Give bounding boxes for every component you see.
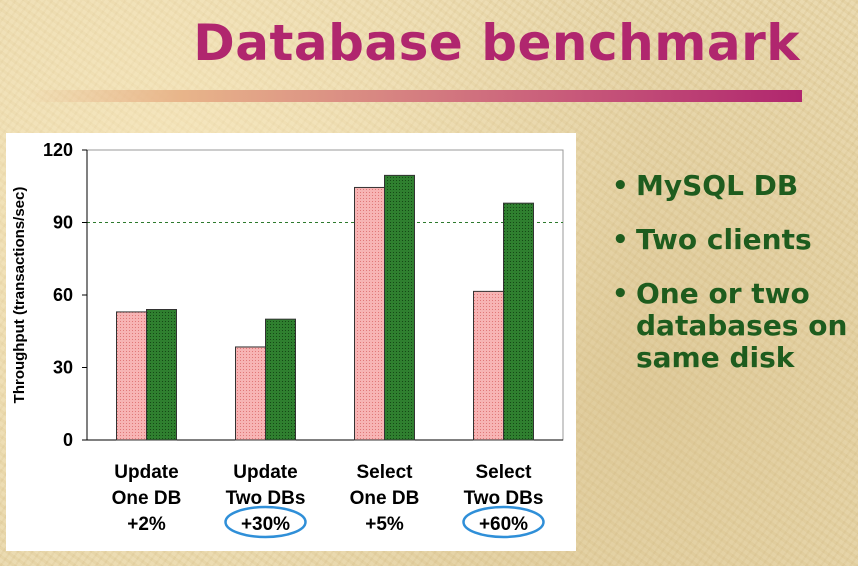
- bullet-text: MySQL DB: [636, 169, 799, 202]
- bar: [473, 290, 504, 441]
- title-underline: [26, 90, 802, 102]
- y-axis-label: Throughput (transactions/sec): [11, 187, 28, 404]
- bullet-text: One or two databases on same disk: [636, 277, 848, 374]
- bar: [384, 174, 415, 441]
- bar: [116, 311, 147, 441]
- x-category-label: Update: [233, 462, 297, 483]
- y-tick-label: 90: [53, 213, 73, 233]
- highlight-ellipse: [224, 505, 307, 539]
- bullet-list: • MySQL DB • Two clients • One or two datab…: [612, 170, 852, 396]
- bar: [354, 186, 385, 441]
- x-category-label: +2%: [127, 514, 166, 535]
- x-category-label: Update: [114, 462, 178, 483]
- bullet-text: Two clients: [636, 223, 812, 256]
- bullet-dot-icon: •: [612, 279, 629, 309]
- x-category-label: Select: [476, 462, 533, 483]
- x-category-label: One DB: [350, 488, 420, 509]
- bar: [146, 309, 177, 441]
- bullet-item: • One or two databases on same disk: [612, 278, 852, 374]
- y-tick-label: 0: [63, 430, 73, 450]
- x-category-label: Select: [357, 462, 414, 483]
- bar: [235, 346, 266, 441]
- bar: [265, 318, 296, 441]
- x-category-label: +30%: [241, 514, 290, 535]
- bullet-dot-icon: •: [612, 171, 629, 201]
- y-tick-label: 120: [43, 140, 73, 160]
- x-category-label: One DB: [112, 488, 182, 509]
- bullet-item: • MySQL DB: [612, 170, 852, 202]
- highlight-ellipse: [462, 505, 545, 539]
- x-category-label: +5%: [365, 514, 404, 535]
- x-category-label: +60%: [479, 514, 528, 535]
- bullet-item: • Two clients: [612, 224, 852, 256]
- slide-title: Database benchmark: [193, 14, 800, 72]
- y-tick-label: 60: [53, 285, 73, 305]
- bar: [503, 202, 534, 441]
- x-category-label: Two DBs: [464, 488, 544, 509]
- y-tick-label: 30: [53, 358, 73, 378]
- bullet-dot-icon: •: [612, 225, 629, 255]
- x-category-label: Two DBs: [226, 488, 306, 509]
